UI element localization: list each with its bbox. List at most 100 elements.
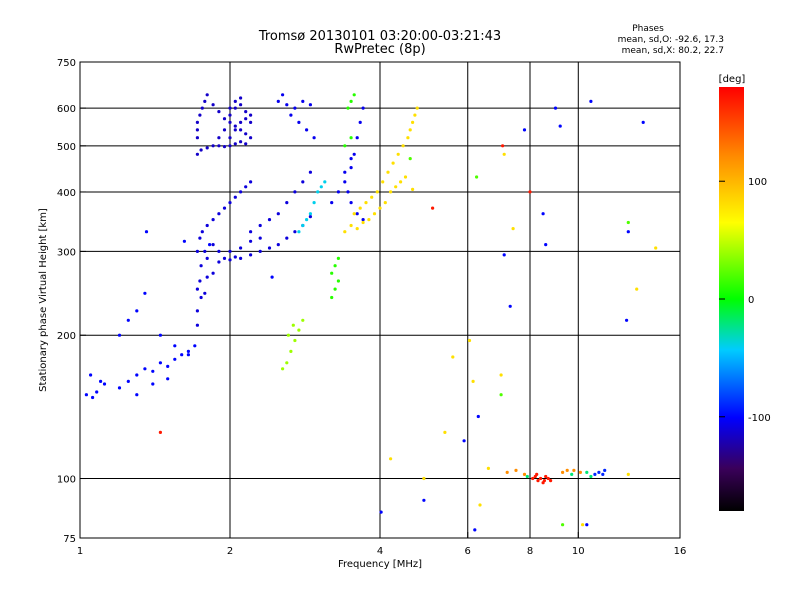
data-point <box>549 479 553 483</box>
data-point <box>199 148 203 152</box>
data-point <box>364 201 368 205</box>
data-point <box>370 195 374 199</box>
data-point <box>330 201 334 205</box>
data-point <box>186 353 190 357</box>
x-tick-label: 8 <box>527 546 533 557</box>
data-point <box>323 180 327 184</box>
data-point <box>635 287 639 291</box>
data-point <box>289 113 293 117</box>
data-point <box>198 236 202 240</box>
data-point <box>198 113 202 117</box>
data-point <box>244 142 248 146</box>
data-point <box>143 367 147 371</box>
data-point <box>411 120 415 124</box>
data-point <box>144 230 149 234</box>
data-point <box>297 328 301 332</box>
data-point <box>478 503 482 507</box>
data-point <box>336 190 340 194</box>
data-point <box>249 180 253 184</box>
data-point <box>211 144 215 148</box>
data-point <box>239 190 243 194</box>
data-point <box>233 195 237 199</box>
data-point <box>399 180 403 184</box>
data-point <box>211 243 215 247</box>
x-tick-label: 16 <box>674 546 687 557</box>
data-point <box>528 190 532 194</box>
data-point <box>297 230 301 234</box>
colorbar-label: [deg] <box>719 74 746 85</box>
data-point <box>601 472 605 476</box>
data-point <box>233 99 237 103</box>
data-point <box>228 120 232 124</box>
data-point <box>308 170 312 174</box>
data-point <box>535 472 539 476</box>
data-point <box>467 338 472 343</box>
data-point <box>349 166 353 170</box>
data-point <box>102 382 107 386</box>
data-point <box>654 246 658 250</box>
data-point <box>228 106 232 110</box>
colorbar-tick-label: 100 <box>748 177 767 188</box>
data-point <box>239 140 243 144</box>
y-tick-label: 75 <box>63 534 76 545</box>
data-point <box>396 152 400 156</box>
y-tick-label: 400 <box>57 188 76 199</box>
data-point <box>391 161 395 165</box>
data-point <box>508 304 512 308</box>
data-point <box>361 218 365 222</box>
x-tick-label: 10 <box>572 546 585 557</box>
y-tick-label: 750 <box>57 58 76 69</box>
y-axis-title: Stationary phase Virtual Height [km] <box>38 208 49 392</box>
data-point <box>135 309 139 313</box>
data-point <box>228 258 232 262</box>
data-point <box>135 393 139 397</box>
data-point <box>258 236 262 240</box>
data-point <box>180 353 184 357</box>
data-point <box>195 136 199 140</box>
y-tick-label: 200 <box>57 331 76 342</box>
data-point <box>355 227 359 231</box>
data-point <box>475 175 479 179</box>
data-point <box>355 136 359 140</box>
data-point <box>158 333 162 337</box>
data-point <box>585 470 589 474</box>
data-point <box>389 190 393 194</box>
x-tick-label: 2 <box>227 546 233 557</box>
data-point <box>561 470 565 474</box>
data-point <box>182 239 186 243</box>
data-point <box>135 373 139 377</box>
data-point <box>158 430 162 434</box>
data-point <box>539 476 543 481</box>
data-point <box>593 472 597 476</box>
data-point <box>305 218 309 222</box>
data-point <box>203 249 207 253</box>
data-point <box>89 373 93 377</box>
data-point <box>349 136 353 140</box>
stats-line-o: mean, sd,O: -92.6, 17.3 <box>618 35 724 45</box>
data-point <box>346 106 350 110</box>
data-point <box>117 386 122 390</box>
data-point <box>217 110 221 114</box>
data-point <box>205 256 209 260</box>
data-point <box>408 157 412 161</box>
data-point <box>199 295 203 300</box>
data-point <box>249 136 253 140</box>
y-tick-label: 100 <box>57 475 76 486</box>
data-point <box>558 124 562 128</box>
data-point <box>203 291 207 295</box>
data-point <box>286 333 290 337</box>
data-point <box>281 93 285 97</box>
data-point <box>276 99 280 103</box>
y-tick-label: 300 <box>57 247 76 258</box>
data-point <box>415 106 419 110</box>
data-point <box>249 120 253 124</box>
data-point <box>276 243 280 247</box>
data-point <box>297 120 301 124</box>
data-point <box>233 106 237 110</box>
data-point <box>486 466 490 470</box>
data-point <box>367 218 371 222</box>
data-point <box>244 110 248 114</box>
data-point <box>195 120 199 124</box>
data-point <box>293 106 297 110</box>
data-point <box>343 144 347 148</box>
